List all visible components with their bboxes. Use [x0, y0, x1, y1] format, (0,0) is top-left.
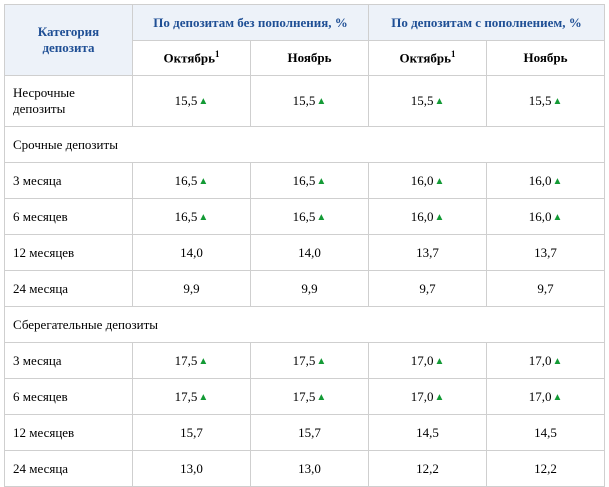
triangle-up-icon: ▲: [434, 175, 445, 187]
table-row: Несрочные депозиты 15,5▲ 15,5▲ 15,5▲ 15,…: [4, 75, 606, 127]
row-category: 3 месяца: [4, 342, 133, 379]
rate-cell: 17,0▲: [368, 378, 488, 415]
rate-cell: 15,7: [132, 414, 251, 451]
deposit-rates-table: Категория депозита По депозитам без попо…: [3, 4, 606, 487]
rate-cell: 14,5: [368, 414, 488, 451]
rate-cell: 16,5▲: [132, 198, 251, 235]
table-row: 6 месяцев 17,5▲ 17,5▲ 17,0▲ 17,0▲: [4, 378, 606, 415]
rate-cell: 16,5▲: [249, 198, 370, 235]
rate-cell: 16,0▲: [486, 162, 606, 199]
row-category: 6 месяцев: [4, 198, 133, 235]
triangle-up-icon: ▲: [316, 175, 327, 187]
table-row: 3 месяца 17,5▲ 17,5▲ 17,0▲ 17,0▲: [4, 342, 606, 379]
triangle-up-icon: ▲: [316, 391, 327, 403]
table-row: 24 месяца 9,9 9,9 9,7 9,7: [4, 270, 606, 307]
rate-cell: 9,7: [486, 270, 606, 307]
rate-cell: 17,5▲: [249, 378, 370, 415]
header-november-no-topup: Ноябрь: [249, 40, 370, 76]
rate-cell: 17,0▲: [486, 342, 606, 379]
triangle-up-icon: ▲: [198, 211, 209, 223]
rate-cell: 13,7: [368, 234, 488, 271]
triangle-up-icon: ▲: [198, 355, 209, 367]
rate-cell: 16,0▲: [368, 198, 488, 235]
table-row: 24 месяца 13,0 13,0 12,2 12,2: [4, 450, 606, 487]
table-row: 3 месяца 16,5▲ 16,5▲ 16,0▲ 16,0▲: [4, 162, 606, 199]
rate-cell: 14,0: [132, 234, 251, 271]
triangle-up-icon: ▲: [316, 96, 327, 107]
header-october-topup: Октябрь1: [368, 40, 488, 76]
triangle-up-icon: ▲: [316, 355, 327, 367]
rate-cell: 9,7: [368, 270, 488, 307]
row-category: 12 месяцев: [4, 414, 133, 451]
table-row: 12 месяцев 15,7 15,7 14,5 14,5: [4, 414, 606, 451]
triangle-up-icon: ▲: [198, 96, 209, 107]
rate-cell: 17,0▲: [486, 378, 606, 415]
rate-cell: 16,0▲: [486, 198, 606, 235]
rate-cell: 15,5▲: [249, 75, 370, 127]
rate-cell: 16,5▲: [249, 162, 370, 199]
rate-cell: 15,5▲: [486, 75, 606, 127]
rate-cell: 17,5▲: [249, 342, 370, 379]
rate-cell: 17,5▲: [132, 378, 251, 415]
triangle-up-icon: ▲: [434, 96, 445, 107]
triangle-up-icon: ▲: [552, 391, 563, 403]
row-category: 24 месяца: [4, 450, 133, 487]
rate-cell: 12,2: [368, 450, 488, 487]
header-october-no-topup: Октябрь1: [132, 40, 251, 76]
triangle-up-icon: ▲: [434, 391, 445, 403]
header-group-topup: По депозитам с пополнением, %: [368, 4, 606, 41]
table-row: 12 месяцев 14,0 14,0 13,7 13,7: [4, 234, 606, 271]
triangle-up-icon: ▲: [434, 211, 445, 223]
triangle-up-icon: ▲: [316, 211, 327, 223]
row-category: 24 месяца: [4, 270, 133, 307]
rate-cell: 16,5▲: [132, 162, 251, 199]
triangle-up-icon: ▲: [552, 96, 563, 107]
rate-cell: 15,5▲: [132, 75, 251, 127]
rate-cell: 17,0▲: [368, 342, 488, 379]
section-row: Срочные депозиты: [3, 126, 606, 163]
triangle-up-icon: ▲: [552, 211, 563, 223]
row-category: 6 месяцев: [4, 378, 133, 415]
rate-cell: 12,2: [486, 450, 606, 487]
triangle-up-icon: ▲: [552, 175, 563, 187]
rate-cell: 9,9: [132, 270, 251, 307]
footnote-marker: 1: [451, 49, 456, 60]
triangle-up-icon: ▲: [552, 355, 563, 367]
rate-cell: 14,5: [486, 414, 606, 451]
rate-cell: 13,7: [486, 234, 606, 271]
triangle-up-icon: ▲: [434, 355, 445, 367]
footnote-marker: 1: [214, 49, 220, 60]
section-row: Сберегательные депозиты: [3, 306, 606, 343]
table-row: 6 месяцев 16,5▲ 16,5▲ 16,0▲ 16,0▲: [4, 198, 606, 235]
header-category: Категория депозита: [4, 4, 133, 76]
rate-cell: 15,5▲: [368, 75, 488, 127]
rate-cell: 13,0: [249, 450, 370, 487]
rate-cell: 9,9: [249, 270, 370, 307]
row-category: Несрочные депозиты: [4, 75, 133, 127]
rate-cell: 14,0: [249, 234, 370, 271]
rate-cell: 13,0: [132, 450, 251, 487]
header-group-no-topup: По депозитам без пополнения, %: [131, 4, 370, 41]
row-category: 12 месяцев: [4, 234, 133, 271]
triangle-up-icon: ▲: [198, 175, 209, 187]
triangle-up-icon: ▲: [198, 391, 209, 403]
section-savings-deposits: Сберегательные депозиты: [3, 306, 606, 343]
rate-cell: 17,5▲: [132, 342, 251, 379]
section-term-deposits: Срочные депозиты: [3, 126, 606, 163]
row-category: 3 месяца: [4, 162, 133, 199]
rate-cell: 15,7: [249, 414, 370, 451]
rate-cell: 16,0▲: [368, 162, 488, 199]
header-november-topup: Ноябрь: [486, 40, 606, 76]
